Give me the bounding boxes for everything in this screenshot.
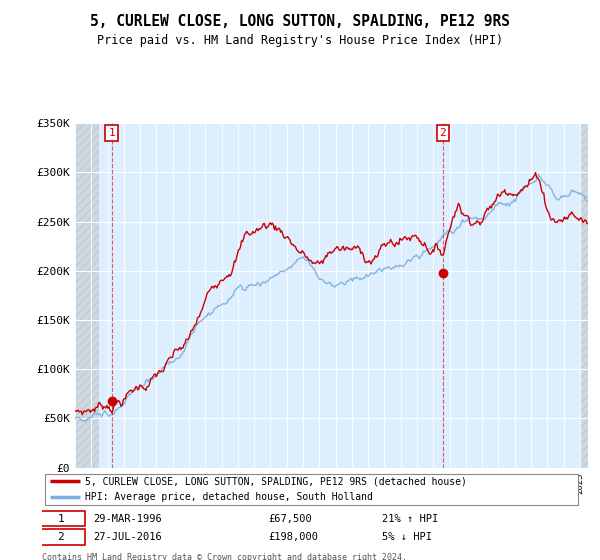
Text: 1: 1: [58, 514, 64, 524]
Text: HPI: Average price, detached house, South Holland: HPI: Average price, detached house, Sout…: [85, 492, 373, 502]
Text: Price paid vs. HM Land Registry's House Price Index (HPI): Price paid vs. HM Land Registry's House …: [97, 34, 503, 46]
Bar: [580, 123, 588, 468]
Text: 5, CURLEW CLOSE, LONG SUTTON, SPALDING, PE12 9RS (detached house): 5, CURLEW CLOSE, LONG SUTTON, SPALDING, …: [85, 477, 467, 487]
FancyBboxPatch shape: [37, 511, 85, 526]
Text: 1: 1: [108, 128, 115, 138]
Text: 5, CURLEW CLOSE, LONG SUTTON, SPALDING, PE12 9RS: 5, CURLEW CLOSE, LONG SUTTON, SPALDING, …: [90, 14, 510, 29]
Text: 29-MAR-1996: 29-MAR-1996: [94, 514, 162, 524]
Text: Contains HM Land Registry data © Crown copyright and database right 2024.
This d: Contains HM Land Registry data © Crown c…: [42, 553, 407, 560]
Text: £67,500: £67,500: [269, 514, 313, 524]
Bar: [75, 123, 100, 468]
Text: 21% ↑ HPI: 21% ↑ HPI: [382, 514, 439, 524]
FancyBboxPatch shape: [37, 529, 85, 544]
Text: £198,000: £198,000: [269, 532, 319, 542]
Text: 2: 2: [439, 128, 446, 138]
Text: 5% ↓ HPI: 5% ↓ HPI: [382, 532, 432, 542]
FancyBboxPatch shape: [45, 474, 578, 505]
Text: 2: 2: [58, 532, 64, 542]
Text: 27-JUL-2016: 27-JUL-2016: [94, 532, 162, 542]
